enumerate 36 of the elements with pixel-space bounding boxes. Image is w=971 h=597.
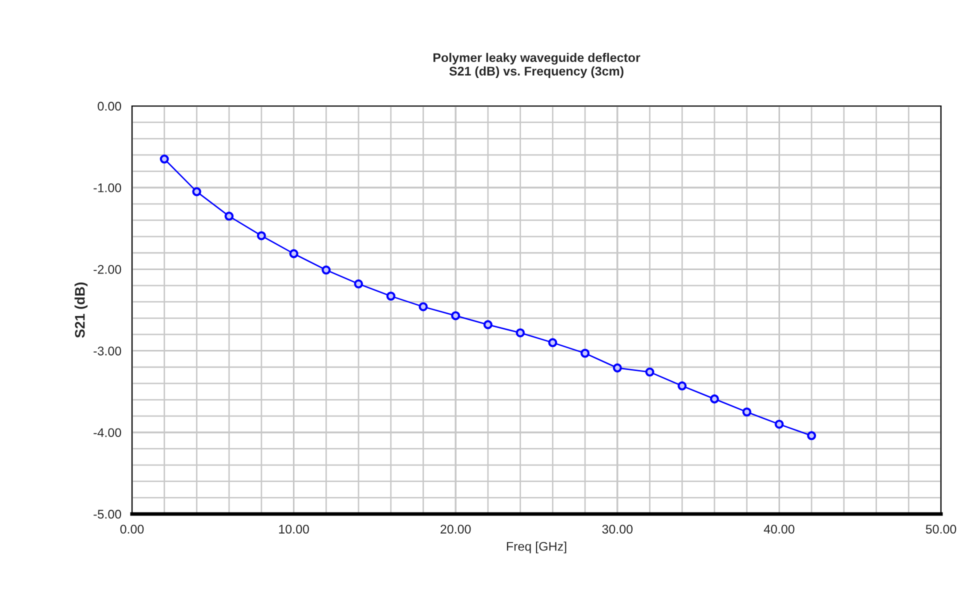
x-tick-label: 20.00 bbox=[440, 524, 471, 534]
point bbox=[451, 311, 460, 320]
point bbox=[742, 407, 752, 417]
y-tick-label: -2.00 bbox=[94, 265, 122, 274]
x-tick-label: 40.00 bbox=[764, 524, 794, 534]
x-axis-title: Freq [GHz] bbox=[506, 542, 566, 554]
point bbox=[645, 368, 654, 377]
point bbox=[516, 328, 525, 338]
y-tick-label: -4.00 bbox=[94, 428, 122, 438]
x-tick-label: 50.00 bbox=[926, 524, 956, 534]
point bbox=[224, 212, 234, 221]
point bbox=[256, 231, 266, 240]
point bbox=[580, 348, 590, 358]
y-axis-title: S21 (dB) bbox=[74, 282, 88, 338]
point bbox=[678, 381, 687, 390]
point bbox=[483, 320, 492, 330]
point bbox=[192, 187, 202, 196]
y-tick-label: -1.00 bbox=[94, 183, 122, 192]
point bbox=[354, 279, 364, 288]
y-tick-label: -5.00 bbox=[94, 510, 122, 519]
point bbox=[548, 338, 558, 348]
point bbox=[418, 302, 428, 312]
y-tick-label: 0.00 bbox=[98, 102, 122, 111]
x-tick-label: 0.00 bbox=[120, 524, 144, 534]
point bbox=[322, 266, 331, 275]
chart-title: Polymer leaky waveguide deflector S21 (dB) vs. Frequency (3cm) bbox=[433, 52, 640, 78]
y-tick-label: -3.00 bbox=[94, 346, 122, 356]
point bbox=[710, 394, 719, 404]
point bbox=[160, 154, 169, 164]
x-tick-label: 30.00 bbox=[602, 524, 633, 534]
point bbox=[774, 420, 784, 429]
point bbox=[386, 292, 396, 301]
point bbox=[807, 431, 816, 440]
x-tick-label: 10.00 bbox=[279, 524, 309, 534]
point bbox=[289, 249, 298, 258]
point bbox=[612, 363, 622, 372]
